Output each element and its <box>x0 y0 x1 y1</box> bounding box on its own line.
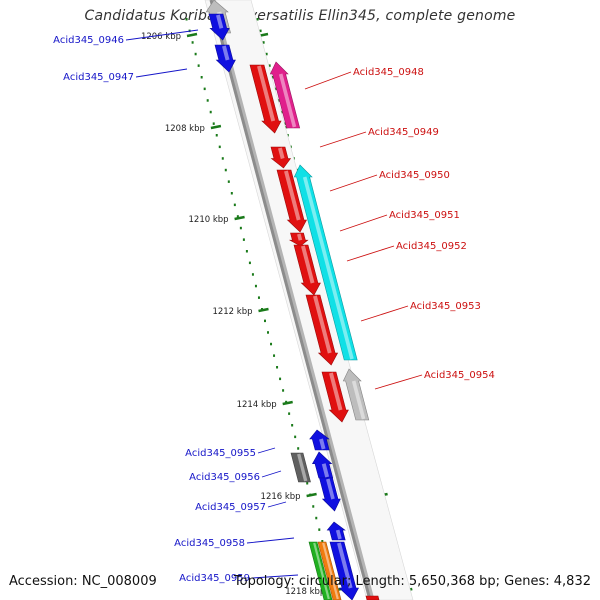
gene-label-layer: Acid345_0946 Acid345_0947 Acid345_0955 Acid… <box>53 29 495 584</box>
leader-line <box>246 537 295 544</box>
leader-line <box>257 447 276 454</box>
gene-highlight <box>337 542 353 589</box>
gene-highlight <box>326 478 335 500</box>
kbp-tick-label: 1216 kbp <box>261 492 301 502</box>
gene-block <box>365 595 380 600</box>
gene-layer <box>205 0 380 600</box>
kbp-tick-mark <box>186 32 198 38</box>
gene-label: Acid345_0946 <box>53 35 124 46</box>
kbp-tick-mark <box>210 124 222 130</box>
gene-label: Acid345_0947 <box>63 72 134 83</box>
kbp-tick-mark <box>234 215 245 221</box>
leader-line <box>374 374 423 390</box>
gene-label: Acid345_0954 <box>424 370 495 381</box>
gene-arrow <box>319 477 341 512</box>
kbp-tick-label: 1212 kbp <box>212 307 252 317</box>
gene-label: Acid345_0952 <box>396 241 467 252</box>
gene-highlight <box>216 14 224 29</box>
genome-stats-text: Topology: circular; Length: 5,650,368 bp… <box>233 574 591 589</box>
gene-highlight <box>319 438 326 450</box>
gene-label: Acid345_0957 <box>195 502 266 513</box>
backbone-rod <box>209 0 372 600</box>
gene-highlight <box>284 170 301 221</box>
gene-highlight <box>297 233 303 241</box>
gene-label: Acid345_0949 <box>368 127 439 138</box>
kbp-tick-layer: 1206 kbp 1208 kbp 1210 kbp 1212 kbp 1214 kbp… <box>141 18 413 597</box>
gene-highlight <box>322 542 339 600</box>
gene-highlight <box>335 529 342 540</box>
kbp-tick-mark <box>282 400 293 406</box>
leader-line <box>346 245 395 262</box>
leader-line <box>267 501 287 508</box>
gene-highlight <box>321 463 330 478</box>
gene-label: Acid345_0951 <box>389 210 460 221</box>
leader-line <box>251 574 299 579</box>
gene-highlight <box>278 147 285 160</box>
gene-label: Acid345_0958 <box>174 538 245 549</box>
gene-highlight <box>257 65 276 122</box>
gene-highlight <box>222 45 230 61</box>
leader-line <box>304 71 352 90</box>
accession-text: Accession: NC_008009 <box>9 574 157 589</box>
leader-line <box>329 174 378 192</box>
leader-line <box>125 29 199 41</box>
leader-line <box>319 131 367 148</box>
kbp-tick-label: 1208 kbp <box>165 124 205 134</box>
gene-highlight <box>351 380 366 420</box>
map-title: Candidatus Koribacter versatilis Ellin34… <box>84 8 516 24</box>
gene-highlight <box>313 295 332 354</box>
gene-highlight <box>278 73 297 128</box>
kbp-tick-mark <box>306 492 317 498</box>
gene-highlight <box>329 372 343 411</box>
gene-highlight <box>297 453 308 482</box>
kbp-tick-label: 1214 kbp <box>237 400 277 410</box>
gene-label: Acid345_0950 <box>379 170 450 181</box>
gene-highlight <box>313 542 330 600</box>
gene-label: Acid345_0959 <box>179 573 250 584</box>
kbp-tick-label: 1218 kbp <box>285 587 325 597</box>
leader-line <box>360 305 409 322</box>
gene-label: Acid345_0948 <box>353 67 424 78</box>
gene-label: Acid345_0956 <box>189 472 260 483</box>
kbp-tick-label: 1210 kbp <box>189 215 229 225</box>
kbp-tick-label: 1206 kbp <box>141 32 181 42</box>
gene-label: Acid345_0953 <box>410 301 481 312</box>
leader-line <box>261 470 282 478</box>
gene-highlight <box>301 245 315 284</box>
leader-line <box>339 214 388 232</box>
kbp-tick-mark <box>258 307 269 313</box>
leader-line <box>135 68 188 78</box>
gene-highlight <box>302 176 354 360</box>
gene-label: Acid345_0955 <box>185 448 256 459</box>
backbone-rod-highlight <box>210 0 375 600</box>
